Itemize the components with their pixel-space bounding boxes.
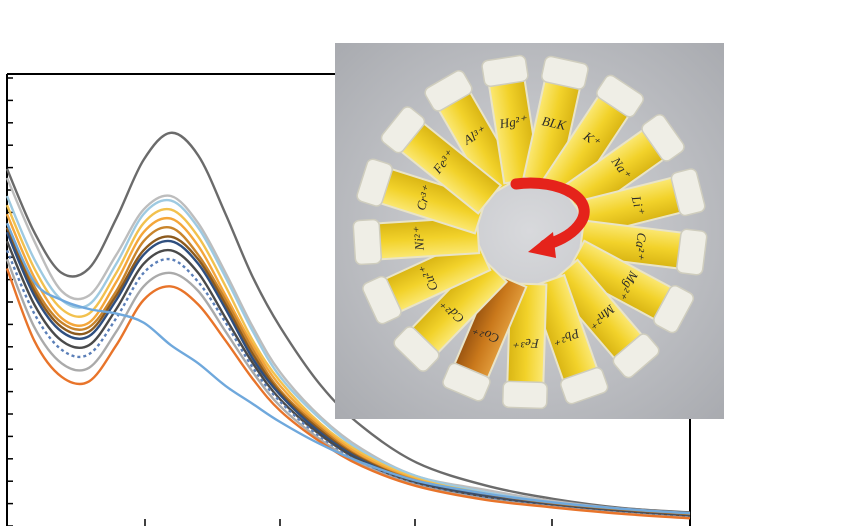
- vial-photo-inset: Al³⁺Hg²⁺ BLKK⁺Na⁺Li⁺Ca²⁺Mg²⁺Mn²⁺Pb²⁺Fe³⁺C…: [335, 43, 724, 419]
- vial: Cr³⁺: [356, 158, 488, 235]
- vial: Fe³⁺: [380, 106, 503, 215]
- vial: Co²⁺: [442, 271, 528, 402]
- vial-label: Ni²⁺: [410, 226, 427, 252]
- vial-cap: [676, 228, 708, 276]
- vial: Mg²⁺: [565, 239, 695, 334]
- series-line-13: [5, 222, 691, 515]
- vial: Cd²⁺: [393, 255, 509, 372]
- vial-label: Fe³⁺: [513, 336, 540, 352]
- vial: BLK: [522, 55, 589, 187]
- vial-cap: [641, 113, 685, 162]
- series-line-1: [5, 131, 691, 514]
- vial-cap: [481, 54, 529, 88]
- vial: Cu²⁺: [362, 236, 492, 325]
- vial-cap: [612, 333, 660, 379]
- spectra-series: [5, 131, 691, 520]
- vial: Al³⁺: [424, 70, 521, 198]
- vial-cap: [380, 106, 426, 154]
- vial: Pb²⁺: [529, 273, 609, 405]
- vial: Ni²⁺: [352, 216, 481, 266]
- vial: Fe³⁺: [502, 282, 548, 410]
- vial-cap: [356, 158, 393, 207]
- vial-cap: [653, 284, 695, 334]
- vial-cap: [502, 380, 548, 410]
- vial-cap: [670, 168, 706, 217]
- vial: Na⁺: [560, 113, 685, 219]
- vial-cap: [362, 275, 402, 325]
- vial: Hg²⁺: [481, 54, 541, 185]
- vial-cap: [352, 218, 383, 266]
- series-line-12: [5, 267, 691, 520]
- rotation-arrow-icon: [510, 177, 590, 258]
- vial-cap: [596, 74, 644, 118]
- vial-cap: [393, 326, 440, 372]
- vial-label: Cr³⁺: [413, 183, 435, 212]
- vial-label: Ca²⁺: [631, 232, 649, 261]
- vial-label: Li⁺: [628, 193, 647, 216]
- y-axis-ticks: [7, 77, 13, 526]
- x-axis-ticks: [144, 519, 553, 526]
- vial-ring: Al³⁺Hg²⁺ BLKK⁺Na⁺Li⁺Ca²⁺Mg²⁺Mn²⁺Pb²⁺Fe³⁺C…: [352, 54, 708, 410]
- vial-cap: [560, 367, 609, 405]
- uv-vis-spectrum-plot: [5, 73, 691, 526]
- vial: K⁺: [542, 74, 644, 200]
- vial-label: Hg²⁺: [498, 112, 529, 131]
- vial-cap: [442, 362, 491, 402]
- vial-cap: [540, 55, 589, 90]
- series-line-2: [5, 177, 691, 515]
- vial: Mn²⁺: [548, 258, 660, 379]
- vial-label: BLK: [541, 113, 569, 133]
- vial-cap: [424, 70, 473, 112]
